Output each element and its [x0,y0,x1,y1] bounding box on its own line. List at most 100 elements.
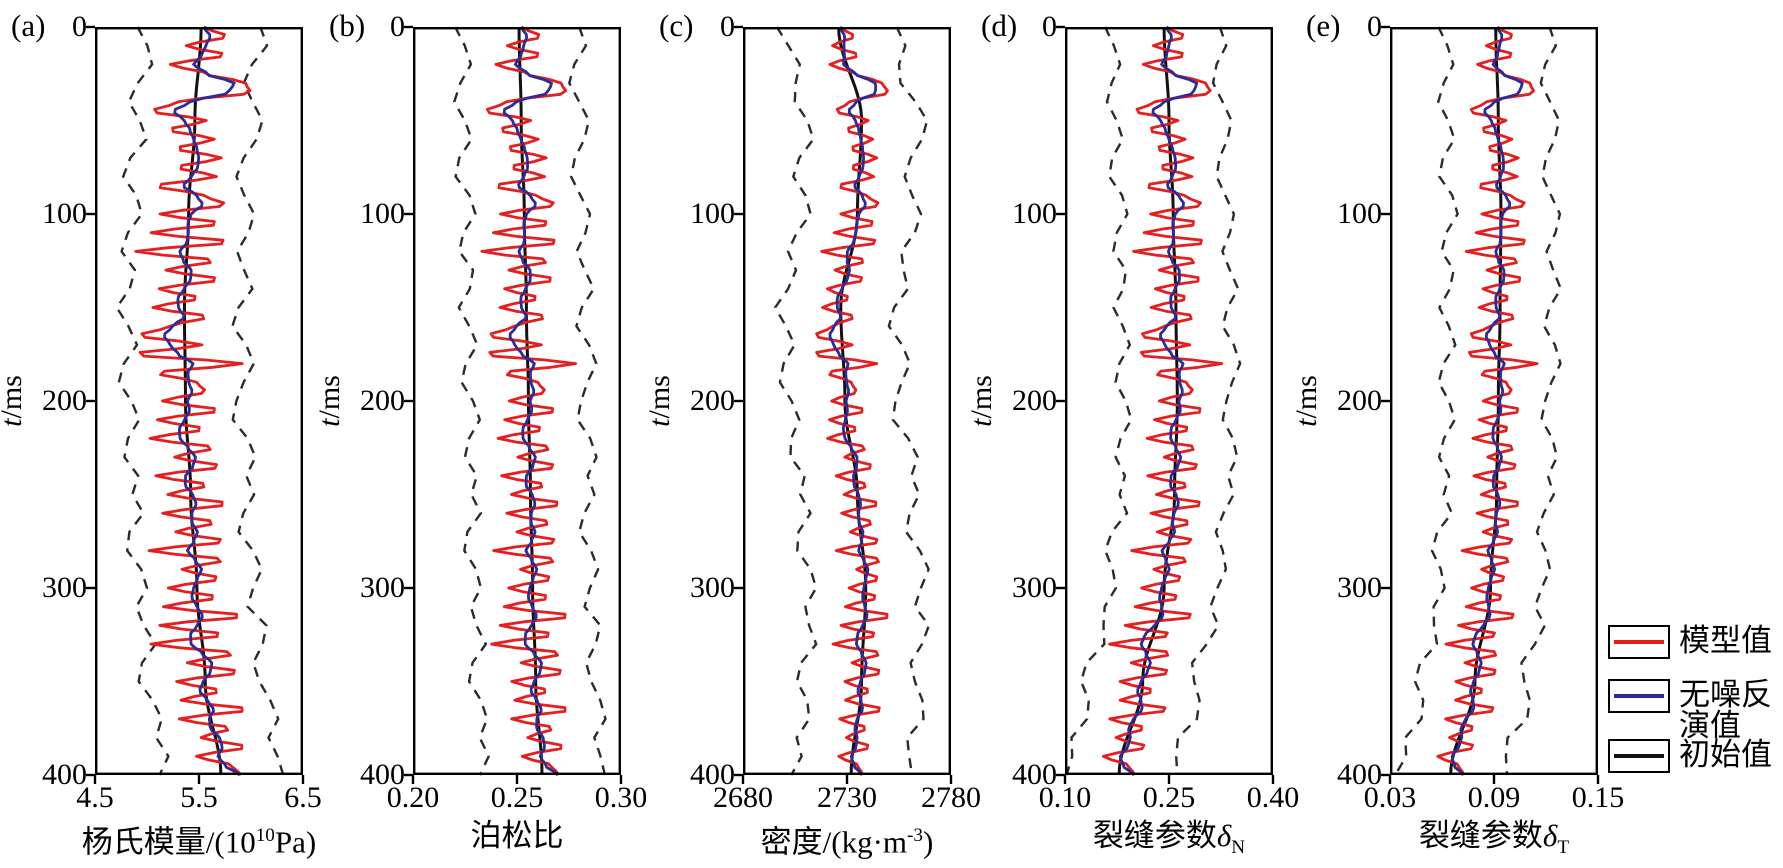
y-axis-title: t/ms [643,375,676,427]
y-axis-title-italic: t [313,418,346,427]
legend-label-model-line1: 模型值 [1679,623,1772,658]
plot-border [1065,27,1274,775]
x-tick-label: 0.25 [1142,781,1196,814]
x-tick-label: 0.30 [594,781,648,814]
legend-entry-model: 模型值 [1608,625,1772,659]
initial-curve [1449,26,1503,776]
y-tick-label: 200 [42,384,87,417]
y-axis-title-italic: t [643,418,676,427]
lower-bound-curve [773,26,818,776]
y-axis-title-italic: t [0,419,28,427]
panel-letter-c: (c) [659,8,694,43]
y-tick-label: 400 [42,758,87,791]
lower-bound-curve [115,26,170,776]
y-axis-title: t/ms [1290,375,1323,427]
y-tick-label: 400 [360,758,405,791]
panel-letter-d: (d) [981,8,1018,43]
upper-bound-curve [1174,26,1242,776]
inversion-curve [1118,26,1199,776]
y-tick-label: 200 [690,384,735,417]
x-tick-label: 0.40 [1246,781,1300,814]
y-tick-label: 0 [390,10,405,43]
legend-label-initial: 初始值 [1679,739,1772,770]
y-tick-label: 400 [1012,758,1057,791]
y-axis-title: t/ms [965,375,998,427]
inversion-curve [163,26,241,777]
x-tick-label: 0.09 [1467,781,1521,814]
panel-d-plot [1056,25,1275,784]
y-axis-title-italic: t [1290,418,1323,427]
y-tick-label: 0 [72,10,87,43]
upper-bound-curve [231,26,285,776]
y-tick-label: 100 [690,197,735,230]
legend-label-inversion: 无噪反 演值 [1679,679,1772,741]
y-tick-label: 300 [690,571,735,604]
model-curve [480,25,577,776]
model-curve [1101,25,1224,776]
legend-swatch-box [1608,679,1670,713]
x-tick-label: 0.25 [490,781,544,814]
lower-bound-curve [1394,26,1459,776]
inversion-line-swatch [1614,694,1664,698]
x-tick-label: 2780 [921,781,981,814]
y-axis-title: t/ms [313,375,346,427]
inversion-curve [502,26,559,777]
x-axis-title-b: 泊松比 [470,818,564,853]
y-tick-label: 100 [42,197,87,230]
panel-letter-e: (e) [1306,8,1341,43]
y-tick-label: 300 [42,571,87,604]
inversion-curve [828,26,878,776]
x-tick-label: 0.20 [386,781,440,814]
panel-letter-b: (b) [329,8,366,43]
x-tick-label: 0.03 [1363,781,1417,814]
legend-label-model: 模型值 [1679,625,1772,656]
x-axis-title-c: 密度/(kg·m-3) [760,824,934,860]
y-tick-label: 100 [1012,197,1057,230]
x-axis-title-a: 杨氏模量/(1010Pa) [81,824,317,860]
y-tick-label: 0 [720,10,735,43]
y-tick-label: 300 [1337,571,1382,604]
y-tick-label: 0 [1367,10,1382,43]
y-tick-label: 200 [1012,384,1057,417]
initial-line-swatch [1614,754,1664,758]
x-tick-label: 2730 [817,781,877,814]
x-tick-label: 4.5 [76,781,114,814]
x-axis-title-d: 裂缝参数δN [1092,818,1246,859]
lower-bound-curve [452,26,491,776]
x-tick-label: 0.10 [1038,781,1092,814]
x-tick-label: 6.5 [284,781,322,814]
legend-label-inversion-line2: 演值 [1679,708,1741,743]
y-tick-label: 400 [1337,758,1382,791]
panel-a-plot [86,25,305,784]
y-axis-title-italic: t [965,418,998,427]
x-axis-title-e: 裂缝参数δT [1418,818,1570,859]
y-tick-label: 100 [1337,197,1382,230]
model-curve [815,25,889,776]
x-tick-label: 0.15 [1571,781,1625,814]
y-tick-label: 200 [360,384,405,417]
x-tick-label: 5.5 [180,781,218,814]
upper-bound-curve [887,26,931,776]
plot-border [95,27,304,775]
y-tick-label: 300 [360,571,405,604]
inversion-curve [1450,26,1524,776]
plot-border [1390,27,1599,775]
model-curve [1436,25,1539,776]
plot-border [743,27,952,775]
legend: 模型值 无噪反 演值 初始值 [1608,0,1783,868]
y-tick-label: 400 [690,758,735,791]
lower-bound-curve [1065,26,1133,776]
legend-label-initial-line1: 初始值 [1679,737,1772,772]
x-tick-label: 2680 [713,781,773,814]
legend-swatch-box [1608,625,1670,659]
panel-b-plot [404,25,623,784]
y-tick-label: 0 [1042,10,1057,43]
legend-entry-inversion: 无噪反 演值 [1608,679,1772,741]
y-tick-label: 300 [1012,571,1057,604]
panel-e-plot [1381,25,1600,784]
y-axis-title: t/ms [0,356,29,446]
upper-bound-curve [568,26,607,776]
panel-c-plot [734,25,953,784]
legend-swatch-box [1608,739,1670,773]
